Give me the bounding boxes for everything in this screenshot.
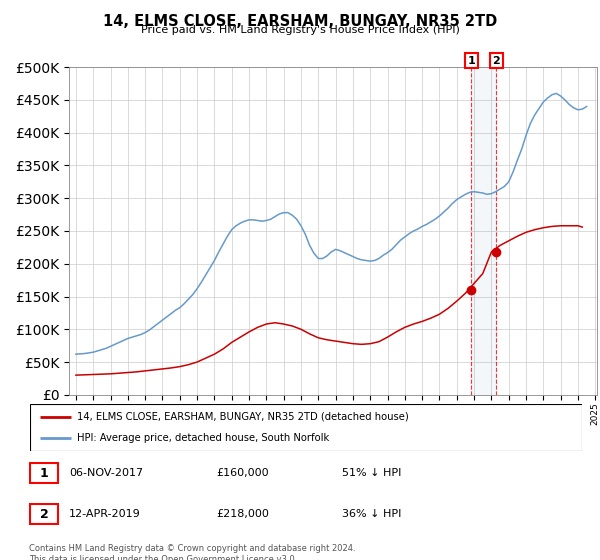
Text: £218,000: £218,000 — [216, 509, 269, 519]
Text: HPI: Average price, detached house, South Norfolk: HPI: Average price, detached house, Sout… — [77, 433, 329, 444]
Text: 1: 1 — [467, 55, 475, 66]
Text: 14, ELMS CLOSE, EARSHAM, BUNGAY, NR35 2TD: 14, ELMS CLOSE, EARSHAM, BUNGAY, NR35 2T… — [103, 14, 497, 29]
Text: 51% ↓ HPI: 51% ↓ HPI — [342, 468, 401, 478]
Text: Price paid vs. HM Land Registry's House Price Index (HPI): Price paid vs. HM Land Registry's House … — [140, 25, 460, 35]
Text: 36% ↓ HPI: 36% ↓ HPI — [342, 509, 401, 519]
Text: 1: 1 — [40, 466, 49, 480]
Text: £160,000: £160,000 — [216, 468, 269, 478]
Text: 2: 2 — [40, 507, 49, 521]
Text: 14, ELMS CLOSE, EARSHAM, BUNGAY, NR35 2TD (detached house): 14, ELMS CLOSE, EARSHAM, BUNGAY, NR35 2T… — [77, 412, 409, 422]
Bar — [472, 67, 496, 395]
Text: 12-APR-2019: 12-APR-2019 — [69, 509, 141, 519]
Text: Contains HM Land Registry data © Crown copyright and database right 2024.
This d: Contains HM Land Registry data © Crown c… — [29, 544, 355, 560]
Text: 06-NOV-2017: 06-NOV-2017 — [69, 468, 143, 478]
Text: 2: 2 — [493, 55, 500, 66]
